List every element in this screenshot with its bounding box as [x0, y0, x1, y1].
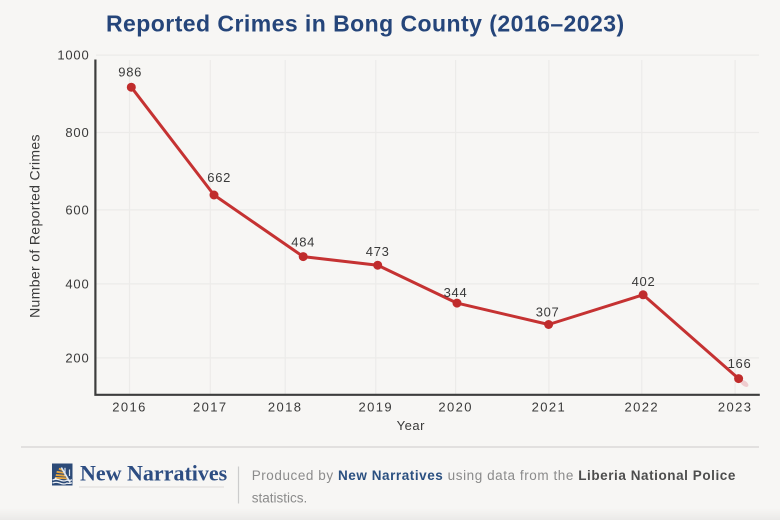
svg-text:Reported Crimes in Bong County: Reported Crimes in Bong County (2016–202…: [106, 11, 625, 37]
svg-text:800: 800: [65, 125, 89, 140]
svg-text:2018: 2018: [268, 400, 303, 415]
svg-text:473: 473: [366, 244, 390, 259]
svg-text:2017: 2017: [193, 400, 228, 415]
svg-text:Number of Reported Crimes: Number of Reported Crimes: [27, 134, 43, 318]
svg-text:307: 307: [536, 304, 560, 319]
svg-text:344: 344: [444, 285, 468, 300]
svg-text:2016: 2016: [112, 400, 147, 415]
svg-text:1000: 1000: [57, 48, 89, 63]
svg-text:402: 402: [632, 274, 656, 289]
svg-text:484: 484: [291, 235, 315, 250]
svg-text:2019: 2019: [359, 400, 394, 415]
svg-text:New Narratives: New Narratives: [80, 461, 228, 486]
svg-text:200: 200: [65, 350, 89, 365]
svg-text:400: 400: [65, 276, 89, 291]
svg-text:statistics.: statistics.: [252, 491, 308, 506]
svg-text:2020: 2020: [438, 400, 473, 415]
svg-text:600: 600: [65, 202, 89, 217]
svg-text:986: 986: [118, 65, 142, 80]
svg-text:Year: Year: [397, 418, 425, 433]
svg-text:Produced by New Narratives usi: Produced by New Narratives using data fr…: [252, 468, 736, 483]
svg-text:2023: 2023: [718, 400, 753, 415]
svg-text:2022: 2022: [625, 400, 660, 415]
svg-text:2021: 2021: [532, 400, 567, 415]
svg-text:166: 166: [728, 356, 752, 371]
svg-text:662: 662: [207, 170, 231, 185]
